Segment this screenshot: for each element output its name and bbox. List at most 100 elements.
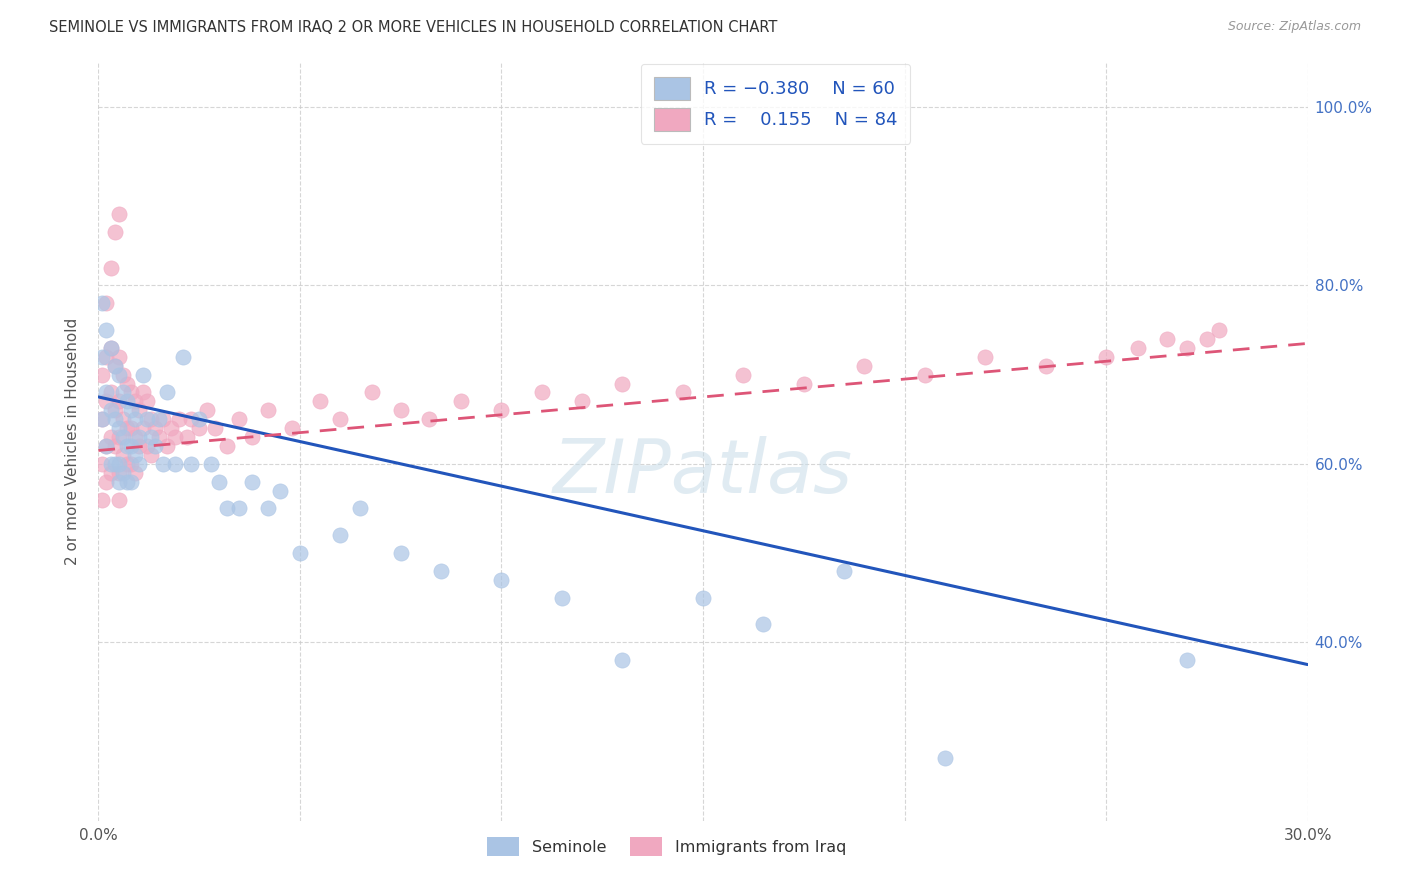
Point	[1208, 323, 1230, 337]
Point	[450, 394, 472, 409]
Point	[111, 368, 134, 382]
Point	[107, 430, 129, 444]
Point	[188, 412, 211, 426]
Point	[111, 385, 134, 400]
Point	[103, 412, 125, 426]
Point	[172, 350, 194, 364]
Point	[208, 475, 231, 489]
Point	[124, 412, 146, 426]
Point	[1095, 350, 1118, 364]
Point	[96, 439, 118, 453]
Point	[91, 296, 114, 310]
Point	[240, 475, 263, 489]
Text: ZIPatlas: ZIPatlas	[553, 436, 853, 508]
Point	[228, 412, 250, 426]
Point	[120, 421, 142, 435]
Point	[100, 403, 122, 417]
Point	[329, 528, 352, 542]
Point	[107, 368, 129, 382]
Point	[612, 653, 634, 667]
Point	[361, 385, 384, 400]
Point	[389, 546, 412, 560]
Point	[167, 412, 190, 426]
Point	[100, 466, 122, 480]
Point	[120, 403, 142, 417]
Point	[853, 359, 876, 373]
Point	[91, 412, 114, 426]
Point	[491, 573, 513, 587]
Point	[491, 403, 513, 417]
Point	[128, 439, 150, 453]
Point	[96, 439, 118, 453]
Point	[107, 466, 129, 480]
Point	[418, 412, 440, 426]
Point	[914, 368, 936, 382]
Point	[228, 501, 250, 516]
Point	[120, 439, 142, 453]
Point	[204, 421, 226, 435]
Point	[103, 439, 125, 453]
Point	[124, 448, 146, 462]
Point	[124, 394, 146, 409]
Point	[571, 394, 593, 409]
Point	[96, 296, 118, 310]
Point	[128, 457, 150, 471]
Point	[100, 341, 122, 355]
Point	[128, 430, 150, 444]
Point	[91, 412, 114, 426]
Point	[143, 439, 166, 453]
Point	[100, 385, 122, 400]
Point	[115, 475, 138, 489]
Point	[160, 421, 183, 435]
Point	[832, 564, 855, 578]
Point	[124, 466, 146, 480]
Point	[163, 430, 186, 444]
Point	[612, 376, 634, 391]
Point	[974, 350, 997, 364]
Point	[163, 457, 186, 471]
Point	[176, 430, 198, 444]
Point	[217, 501, 239, 516]
Point	[100, 260, 122, 275]
Point	[256, 501, 278, 516]
Point	[91, 492, 114, 507]
Point	[115, 439, 138, 453]
Point	[793, 376, 815, 391]
Point	[107, 394, 129, 409]
Point	[120, 457, 142, 471]
Point	[309, 394, 332, 409]
Point	[188, 421, 211, 435]
Point	[195, 403, 218, 417]
Point	[281, 421, 304, 435]
Point	[135, 439, 157, 453]
Point	[1128, 341, 1150, 355]
Point	[103, 359, 125, 373]
Y-axis label: 2 or more Vehicles in Household: 2 or more Vehicles in Household	[65, 318, 80, 566]
Point	[240, 430, 263, 444]
Point	[200, 457, 222, 471]
Point	[389, 403, 412, 417]
Point	[115, 457, 138, 471]
Point	[107, 350, 129, 364]
Point	[139, 448, 162, 462]
Point	[96, 475, 118, 489]
Point	[128, 403, 150, 417]
Point	[100, 457, 122, 471]
Point	[180, 412, 202, 426]
Point	[1195, 332, 1218, 346]
Point	[120, 385, 142, 400]
Point	[551, 591, 574, 605]
Point	[111, 412, 134, 426]
Point	[103, 359, 125, 373]
Point	[152, 412, 174, 426]
Point	[107, 475, 129, 489]
Point	[148, 430, 170, 444]
Point	[103, 457, 125, 471]
Point	[107, 421, 129, 435]
Point	[156, 385, 179, 400]
Point	[115, 394, 138, 409]
Point	[430, 564, 453, 578]
Point	[115, 376, 138, 391]
Point	[139, 412, 162, 426]
Point	[111, 466, 134, 480]
